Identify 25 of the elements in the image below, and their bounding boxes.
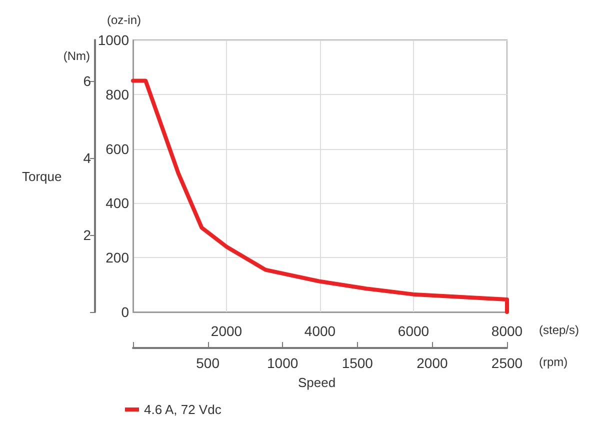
y2-tick-label: 6 <box>83 72 92 89</box>
x2-tick-label: 1000 <box>267 355 298 371</box>
legend-label: 4.6 A, 72 Vdc <box>144 402 222 417</box>
y-tick-label: 400 <box>106 195 130 212</box>
y-tick-label: 0 <box>121 304 130 320</box>
x-tick-label: 8000 <box>491 323 523 339</box>
x-axis-title: (step/s) <box>539 323 580 337</box>
y-tick-label: 1000 <box>98 32 130 48</box>
y-axis-title: (oz-in) <box>106 13 141 27</box>
x2-tick-label: 500 <box>196 355 220 371</box>
y2-axis-title: (Nm) <box>63 49 90 63</box>
x-tick-label: 4000 <box>304 323 336 339</box>
x2-axis-title: (rpm) <box>539 355 568 369</box>
x-tick-label: 2000 <box>210 323 242 339</box>
text: Torque <box>22 169 62 184</box>
y2-tick-label: 2 <box>83 226 92 243</box>
x-tick-label: 6000 <box>398 323 430 339</box>
y-tick-label: 600 <box>106 140 130 157</box>
x2-tick-label: 2500 <box>491 355 523 371</box>
x2-tick-label: 2000 <box>416 355 448 371</box>
text: Speed <box>298 375 336 390</box>
y-tick-label: 800 <box>106 86 130 102</box>
x2-tick-label: 1500 <box>342 355 374 371</box>
y2-tick-label: 4 <box>83 150 92 166</box>
y-tick-label: 200 <box>106 250 130 266</box>
